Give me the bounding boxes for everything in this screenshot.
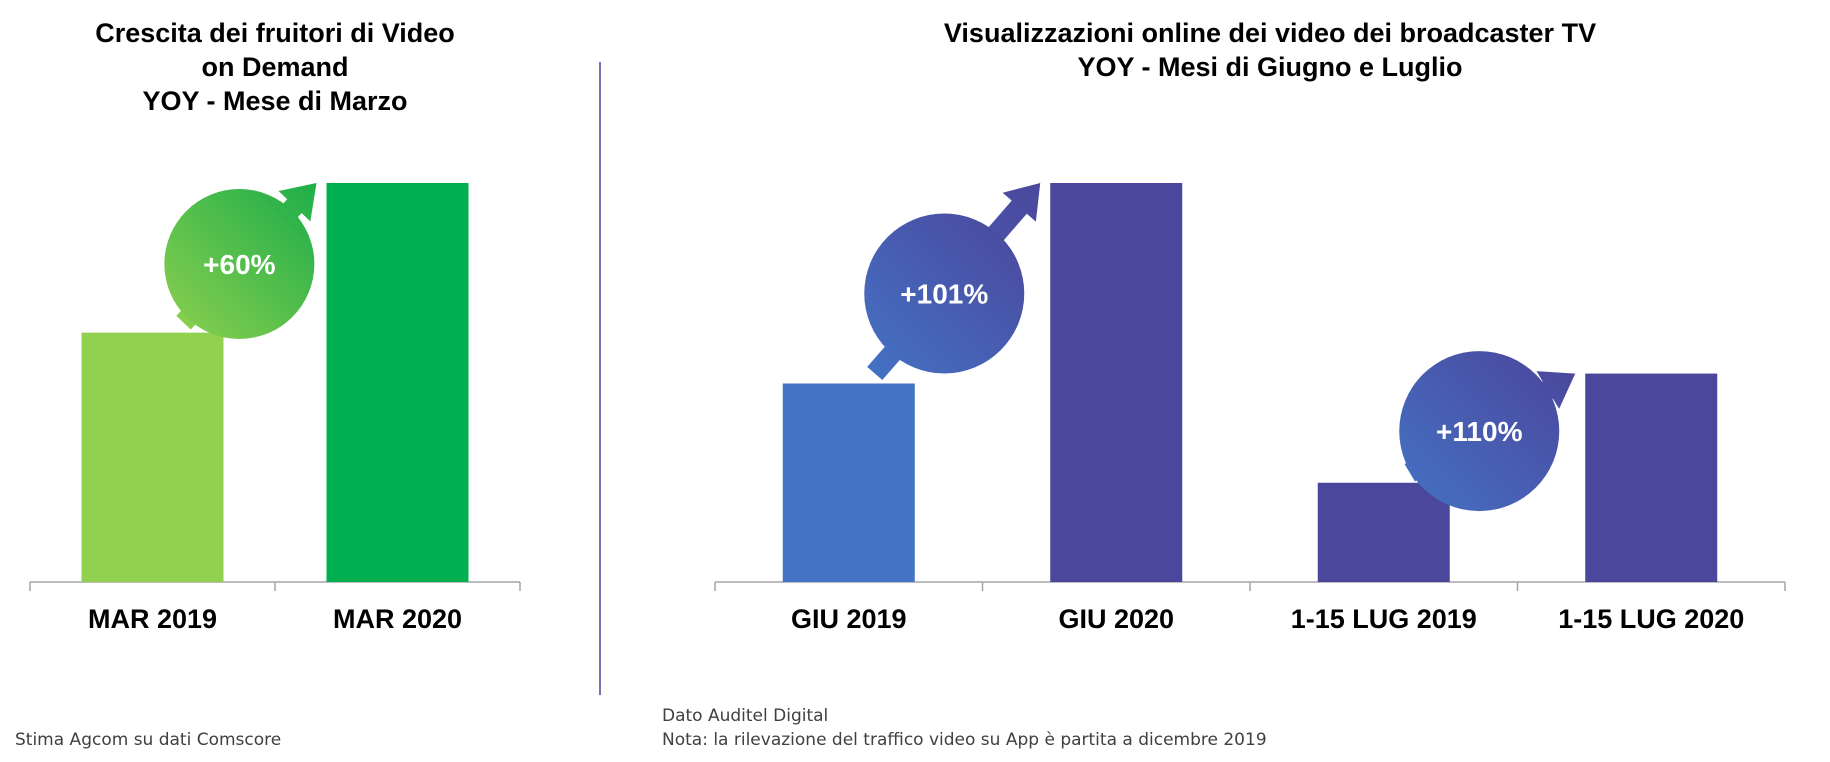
growth-label: +60% bbox=[203, 249, 275, 280]
chart-left-title-line: YOY - Mese di Marzo bbox=[142, 86, 408, 116]
x-tick-label: 1-15 LUG 2019 bbox=[1291, 604, 1477, 634]
x-tick-label: GIU 2019 bbox=[791, 604, 907, 634]
x-tick-label: MAR 2019 bbox=[88, 604, 217, 634]
chart-left-title-line: Crescita dei fruitori di Video bbox=[95, 18, 455, 48]
x-tick-label: 1-15 LUG 2020 bbox=[1558, 604, 1744, 634]
source-line: Stima Agcom su dati Comscore bbox=[15, 730, 282, 750]
bar bbox=[326, 183, 469, 582]
bar bbox=[1050, 183, 1183, 582]
growth-bubble bbox=[864, 213, 1025, 374]
growth-label: +110% bbox=[1436, 416, 1523, 447]
x-tick-label: GIU 2020 bbox=[1058, 604, 1174, 634]
chart-left: MAR 2019 MAR 2020 +60% bbox=[29, 183, 521, 634]
chart-right-title: Visualizzazioni online dei video dei bro… bbox=[760, 16, 1780, 84]
bar bbox=[81, 332, 224, 582]
bar bbox=[782, 383, 915, 582]
bar bbox=[1585, 373, 1718, 582]
chart-right-title-line: Visualizzazioni online dei video dei bro… bbox=[943, 18, 1597, 48]
source-line: Nota: la rilevazione del traffico video … bbox=[662, 730, 1267, 750]
chart-right-title-line: YOY - Mesi di Giugno e Luglio bbox=[1077, 52, 1463, 82]
growth-label: +101% bbox=[900, 278, 988, 309]
chart-right: GIU 2019 GIU 2020 1-15 LUG 2019 1-15 LUG 20… bbox=[714, 183, 1786, 634]
growth-bubble bbox=[1399, 351, 1560, 512]
source-line: Dato Auditel Digital bbox=[662, 706, 829, 726]
growth-bubble bbox=[164, 188, 315, 339]
source-note-right: Dato Auditel Digital Nota: la rilevazion… bbox=[662, 704, 1267, 752]
chart-left-title: Crescita dei fruitori di Video on Demand… bbox=[40, 16, 510, 118]
source-note-left: Stima Agcom su dati Comscore bbox=[15, 728, 281, 752]
chart-left-title-line: on Demand bbox=[201, 52, 349, 82]
bar bbox=[1317, 482, 1450, 582]
x-tick-label: MAR 2020 bbox=[333, 604, 462, 634]
